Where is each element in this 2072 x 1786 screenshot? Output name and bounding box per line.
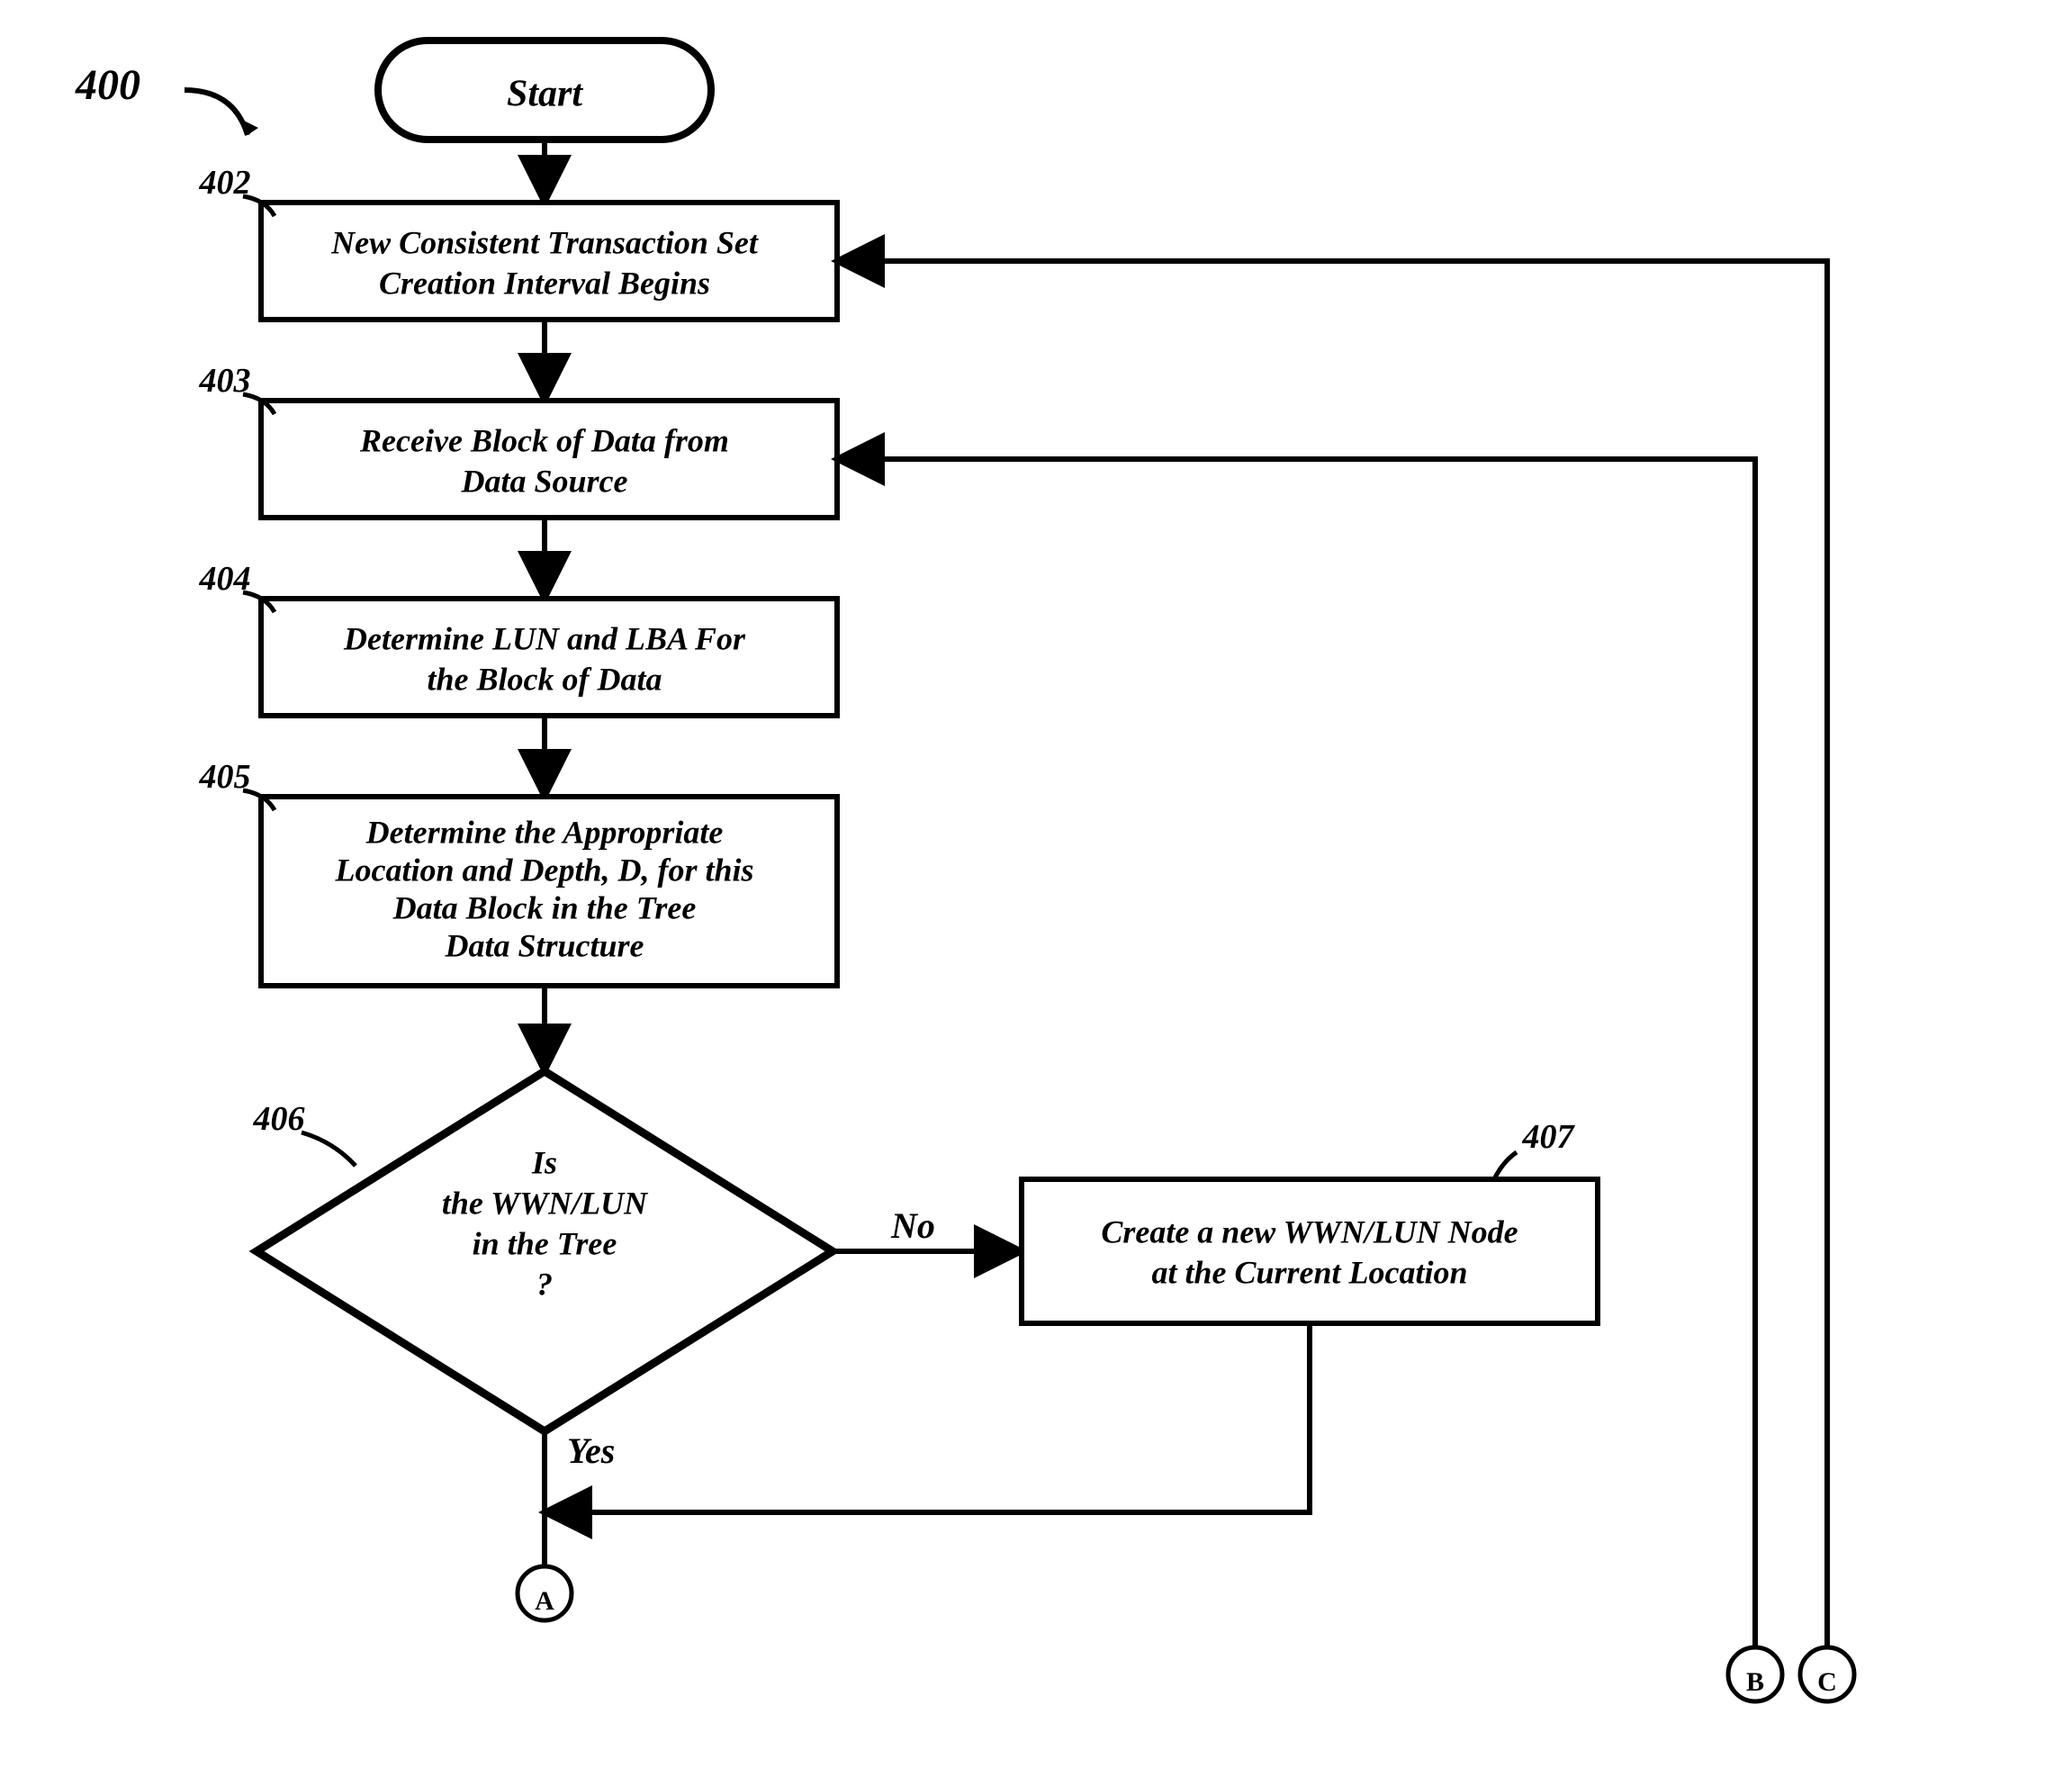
node-406: Is the WWN/LUN in the Tree ?: [257, 1071, 833, 1431]
ref-407: 407: [1522, 1118, 1576, 1156]
connector-C-text: C: [1817, 1667, 1837, 1697]
edge-no-label: No: [890, 1205, 935, 1246]
edge-C-to-402: [842, 261, 1827, 1647]
node-405: Determine the Appropriate Location and D…: [261, 797, 837, 986]
connector-B: B: [1728, 1647, 1782, 1701]
n407-l1: Create a new WWN/LUN Node: [1101, 1213, 1518, 1249]
ref-404: 404: [199, 560, 251, 598]
connector-C: C: [1800, 1647, 1854, 1701]
n407-l2: at the Current Location: [1151, 1254, 1467, 1290]
ref-405: 405: [199, 758, 251, 796]
node-403: Receive Block of Data from Data Source: [261, 401, 837, 518]
n405-l3: Data Block in the Tree: [392, 889, 697, 925]
n405-l1: Determine the Appropriate: [365, 814, 724, 850]
edge-yes-label: Yes: [567, 1430, 615, 1471]
ref-402: 402: [199, 164, 251, 202]
n404-l2: the Block of Data: [428, 661, 662, 697]
ref-406: 406: [253, 1100, 305, 1138]
n402-l1: New Consistent Transaction Set: [330, 224, 759, 260]
ref-407-hook: [1494, 1152, 1517, 1179]
connector-B-text: B: [1746, 1667, 1764, 1697]
n403-l1: Receive Block of Data from: [359, 422, 729, 458]
node-402: New Consistent Transaction Set Creation …: [261, 203, 837, 320]
n405-l2: Location and Depth, D, for this: [334, 852, 753, 888]
n405-l4: Data Structure: [444, 927, 644, 963]
edge-B-to-403: [842, 459, 1755, 1647]
figure-label-hook: [185, 90, 248, 135]
start-text: Start: [507, 74, 583, 115]
n404-l1: Determine LUN and LBA For: [343, 620, 746, 656]
connector-A: A: [518, 1566, 572, 1620]
n406-l4: ?: [536, 1266, 553, 1302]
n406-l1: Is: [531, 1144, 557, 1180]
node-407: Create a new WWN/LUN Node at the Current…: [1022, 1179, 1598, 1323]
ref-406-hook: [302, 1132, 356, 1166]
figure-label: 400: [75, 61, 140, 109]
connector-A-text: A: [535, 1586, 554, 1616]
start-node: Start: [378, 41, 711, 140]
n406-l2: the WWN/LUN: [442, 1185, 649, 1221]
n406-l3: in the Tree: [473, 1225, 617, 1261]
ref-403: 403: [199, 362, 251, 400]
node-404: Determine LUN and LBA For the Block of D…: [261, 599, 837, 716]
n403-l2: Data Source: [460, 463, 627, 499]
n402-l2: Creation Interval Begins: [379, 265, 710, 301]
